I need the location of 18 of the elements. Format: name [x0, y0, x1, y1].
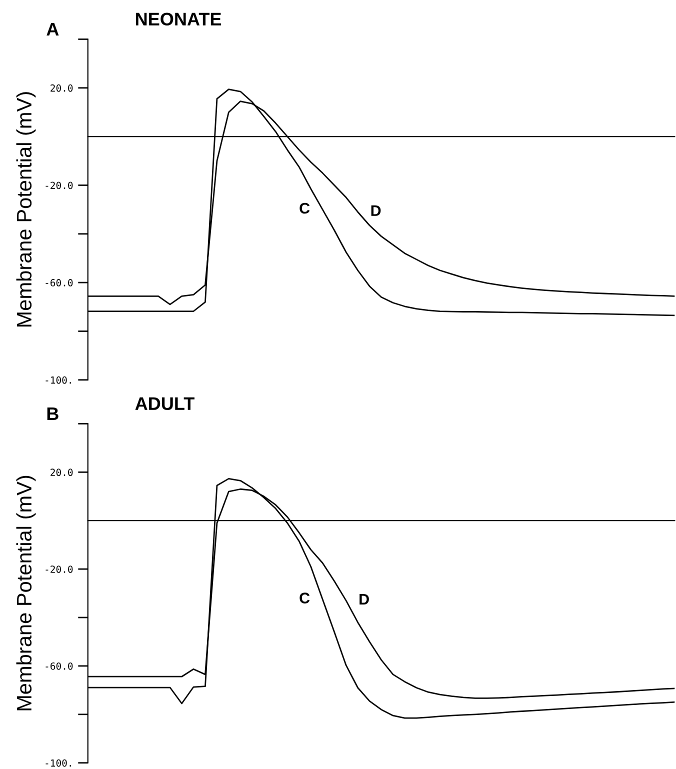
series-label: D [360, 594, 369, 604]
y-tick-label: 20.0 [50, 84, 73, 92]
y-tick-label: 20.0 [50, 468, 73, 476]
y-axis-title: Membrane Potential (mV) [16, 476, 36, 710]
y-tick-label: -100. [46, 759, 71, 767]
chart-title: NEONATE [136, 12, 222, 26]
y-tick-label: -60.0 [46, 279, 73, 286]
chart-title: ADULT [135, 397, 194, 410]
series-label: C [300, 592, 310, 604]
text: A [46, 23, 59, 36]
series-label: C [300, 202, 310, 214]
series-label: D [371, 205, 381, 216]
text: B [47, 408, 58, 420]
y-axis-title: Membrane Potential (mV) [16, 92, 36, 327]
y-tick-label: -20.0 [46, 182, 73, 190]
y-tick-label: -60.0 [46, 662, 73, 670]
y-tick-label: -100. [46, 376, 71, 384]
y-tick-label: -20.0 [46, 566, 73, 573]
